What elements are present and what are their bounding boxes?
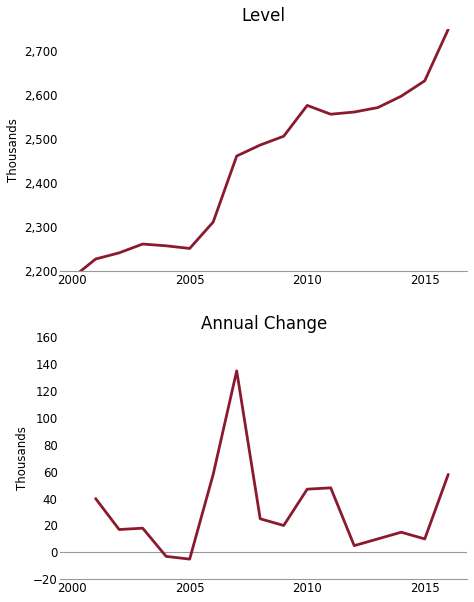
Title: Level: Level bbox=[242, 7, 286, 25]
Title: Annual Change: Annual Change bbox=[201, 315, 327, 333]
Y-axis label: Thousands: Thousands bbox=[16, 426, 29, 490]
Y-axis label: Thousands: Thousands bbox=[7, 119, 20, 182]
